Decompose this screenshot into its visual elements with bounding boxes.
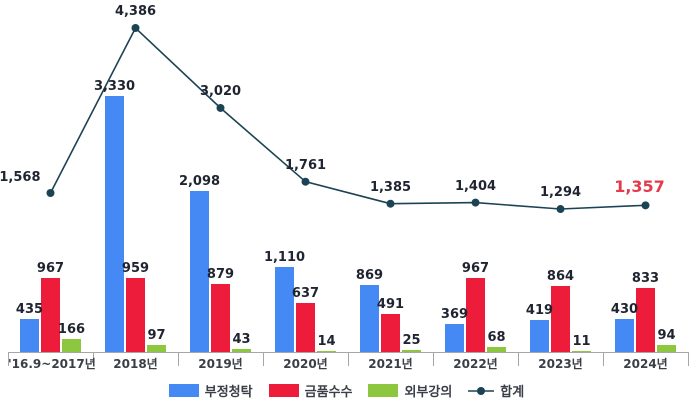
bar-money-receipt-6 [551,286,570,352]
x-tick-label-7: 2024년 [623,357,668,371]
total-label-2: 3,020 [199,83,242,99]
legend-item-total: 합계 [468,381,524,400]
legend-item-outside-lecture: 외부강의 [368,381,452,400]
bar-label-money-receipt-3: 637 [291,286,320,301]
legend-label-improper-solicitation: 부정청탁 [204,385,253,400]
x-axis-tick-7 [603,352,604,366]
x-tick-label-1: 2018년 [113,357,158,371]
bar-label-money-receipt-2: 879 [206,267,235,282]
bar-label-money-receipt-5: 967 [461,261,490,276]
x-axis-tick-8 [688,352,689,366]
x-tick-label-6: 2023년 [538,357,583,371]
total-label-7: 1,357 [614,177,665,197]
legend-label-total: 합계 [500,385,525,400]
bar-outside-lecture-2 [232,349,251,352]
bar-improper-solicitation-3 [275,267,294,352]
x-tick-label-3: 2020년 [283,357,328,371]
bar-improper-solicitation-7 [615,319,634,352]
red-bar-swatch-icon [268,384,299,397]
legend-label-outside-lecture: 외부강의 [404,385,453,400]
legend-item-money-receipt: 금품수수 [268,381,353,400]
bar-label-outside-lecture-3: 14 [317,334,336,349]
x-axis-tick-4 [348,352,349,366]
bar-improper-solicitation-2 [190,191,209,352]
line-marker-swatch-icon [468,386,495,395]
total-marker-6 [556,205,565,214]
bar-label-outside-lecture-6: 11 [572,334,591,349]
bar-improper-solicitation-5 [445,324,464,352]
bar-money-receipt-1 [126,278,145,352]
total-marker-0 [46,188,55,197]
bar-label-improper-solicitation-2: 2,098 [178,174,221,189]
total-line [49,26,646,210]
total-label-6: 1,294 [539,185,582,201]
x-axis-tick-3 [263,352,264,366]
bar-label-improper-solicitation-6: 419 [525,303,554,318]
bar-label-money-receipt-4: 491 [376,297,405,312]
bar-outside-lecture-7 [657,345,676,352]
x-tick-label-2: 2019년 [198,357,243,371]
total-marker-4 [386,199,395,208]
bar-money-receipt-5 [466,278,485,352]
total-label-5: 1,404 [454,178,497,194]
bar-improper-solicitation-1 [105,96,124,352]
bar-improper-solicitation-0 [20,319,39,352]
legend-item-improper-solicitation: 부정청탁 [168,381,253,400]
green-bar-swatch-icon [368,384,399,397]
total-marker-3 [301,177,310,186]
legend: 부정청탁 금품수수 외부강의 합계 [0,381,693,400]
x-axis-tick-5 [433,352,434,366]
bar-outside-lecture-4 [402,350,421,352]
bar-label-outside-lecture-0: 166 [57,322,86,337]
bar-label-improper-solicitation-0: 435 [15,302,44,317]
total-marker-1 [131,23,140,32]
total-label-0: 1,568 [0,169,41,185]
total-marker-2 [216,103,225,112]
legend-dot [477,386,486,395]
x-axis-tick-1 [93,352,94,366]
x-axis-tick-6 [518,352,519,366]
bar-label-money-receipt-0: 967 [36,261,65,276]
blue-bar-swatch-icon [168,384,199,397]
bar-money-receipt-3 [296,303,315,352]
bar-label-money-receipt-1: 959 [121,261,150,276]
bar-money-receipt-4 [381,314,400,352]
bar-label-outside-lecture-1: 97 [147,328,166,343]
bar-outside-lecture-1 [147,345,166,352]
bar-label-outside-lecture-7: 94 [657,328,676,343]
legend-label-money-receipt: 금품수수 [304,385,353,400]
bar-label-improper-solicitation-5: 369 [440,307,469,322]
bar-label-improper-solicitation-4: 869 [355,268,384,283]
x-tick-label-0: '16.9~2017년 [8,357,96,371]
total-label-4: 1,385 [369,179,412,195]
bar-money-receipt-7 [636,288,655,352]
total-label-1: 4,386 [114,3,157,19]
total-marker-7 [641,201,650,210]
bar-improper-solicitation-6 [530,320,549,352]
bar-outside-lecture-3 [317,351,336,352]
bar-label-improper-solicitation-3: 1,110 [263,250,306,265]
bar-outside-lecture-6 [572,351,591,352]
bar-improper-solicitation-4 [360,285,379,352]
x-axis-tick-0 [8,352,9,366]
bar-label-outside-lecture-2: 43 [232,332,251,347]
bar-outside-lecture-0 [62,339,81,352]
x-tick-label-4: 2021년 [368,357,413,371]
total-label-3: 1,761 [284,157,327,173]
bar-label-improper-solicitation-7: 430 [610,302,639,317]
bar-money-receipt-2 [211,284,230,352]
x-axis-tick-2 [178,352,179,366]
bar-label-outside-lecture-5: 68 [487,330,506,345]
bar-money-receipt-0 [41,278,60,352]
x-tick-label-5: 2022년 [453,357,498,371]
bar-outside-lecture-5 [487,347,506,352]
bar-label-money-receipt-6: 864 [546,269,575,284]
bar-label-money-receipt-7: 833 [631,271,660,286]
bar-label-outside-lecture-4: 25 [402,333,421,348]
total-marker-5 [471,198,480,207]
bar-label-improper-solicitation-1: 3,330 [93,79,136,94]
